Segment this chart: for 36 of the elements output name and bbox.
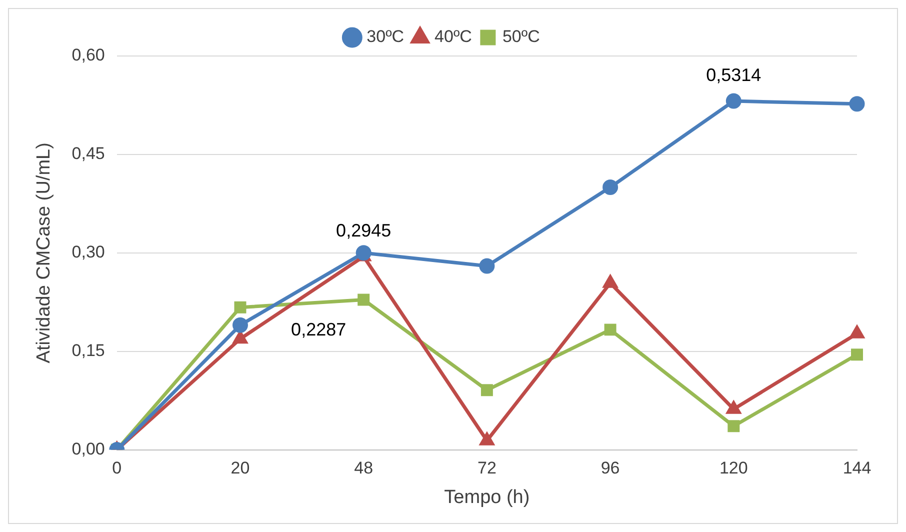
x-tick-label: 20: [230, 458, 250, 478]
x-axis-title: Tempo (h): [444, 486, 530, 508]
point: [233, 331, 248, 344]
legend-label: 50ºC: [502, 27, 540, 46]
y-tick-label: 0,45: [72, 144, 105, 164]
data-label: 0,2287: [291, 320, 346, 340]
x-tick-label: 0: [112, 458, 122, 478]
data-label: 0,2945: [336, 220, 392, 240]
point: [358, 294, 370, 306]
x-tick-label: 120: [719, 458, 748, 478]
point: [851, 348, 863, 361]
legend-label: 40ºC: [434, 27, 472, 46]
point: [604, 324, 616, 336]
y-tick-label: 0,00: [72, 439, 105, 458]
y-tick-label: 0,30: [72, 242, 105, 262]
point: [728, 420, 740, 432]
point: [479, 258, 495, 274]
point: [234, 301, 246, 314]
legend-label: 30ºC: [366, 27, 404, 46]
point: [480, 432, 494, 446]
y-axis-title: Atividade CMCase (U/mL): [34, 142, 55, 364]
point: [726, 401, 741, 414]
y-tick-label: 0,60: [72, 46, 105, 65]
x-tick-label: 144: [842, 458, 872, 478]
data-label: 0,5314: [706, 64, 762, 85]
point: [602, 180, 618, 196]
point: [849, 96, 865, 112]
point: [603, 275, 618, 288]
y-tick-label: 0,15: [72, 341, 105, 360]
x-tick-label: 96: [600, 458, 620, 478]
x-tick-label: 72: [477, 458, 496, 478]
point: [480, 384, 493, 396]
point: [850, 326, 864, 338]
point: [726, 93, 742, 109]
x-tick-label: 48: [354, 458, 374, 478]
point: [232, 317, 248, 333]
